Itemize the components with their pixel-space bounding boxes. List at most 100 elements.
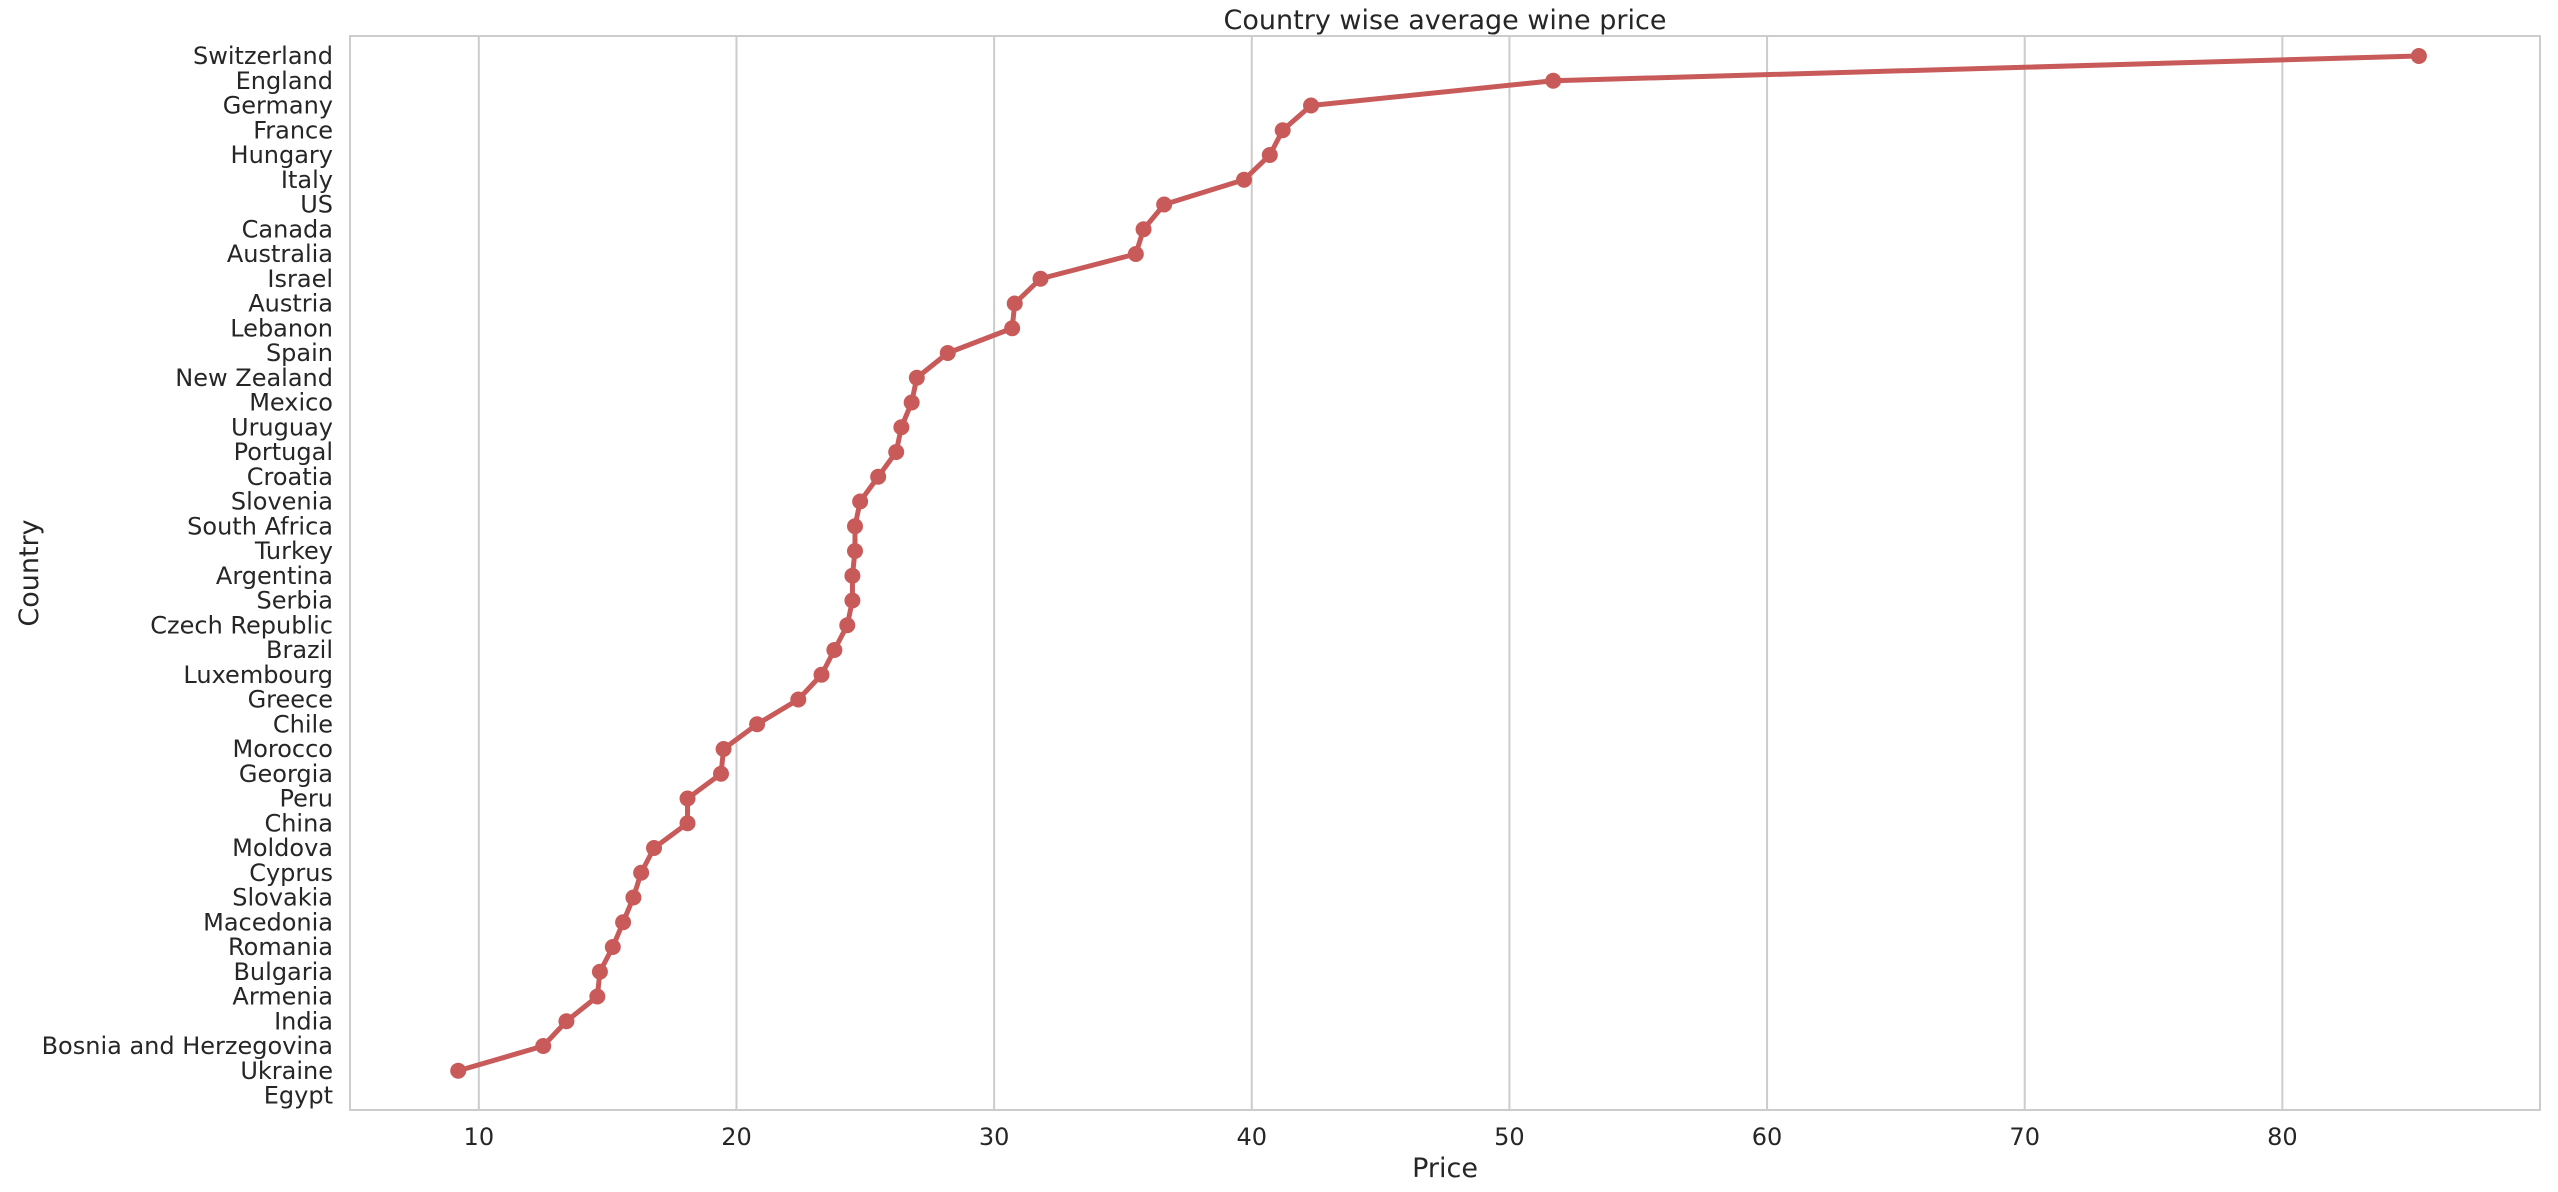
data-point [633,864,650,881]
y-tick-label: Australia [227,240,333,268]
y-tick-label: Armenia [232,983,333,1011]
y-axis-label: Country [14,519,45,626]
data-point [908,369,925,386]
data-point [604,939,621,955]
y-tick-label: Mexico [249,389,333,417]
y-tick-label: Ukraine [240,1057,333,1085]
y-tick-label: New Zealand [175,364,333,392]
data-point [1135,221,1152,238]
data-point [846,543,863,559]
chart-title: Country wise average wine price [1224,5,1667,36]
data-point [844,592,861,609]
y-tick-label: US [300,191,333,219]
x-tick-label: 80 [2267,1123,2298,1151]
y-tick-label: Morocco [233,735,334,763]
y-tick-label: China [264,809,333,837]
y-tick-label: Italy [281,166,333,194]
y-tick-labels: SwitzerlandEnglandGermanyFranceHungaryIt… [42,42,333,1110]
data-point [903,394,920,411]
data-point [591,963,608,980]
y-tick-label: Uruguay [231,413,333,441]
data-point [839,617,856,634]
x-axis-label: Price [1412,1153,1478,1184]
data-point [713,765,730,782]
y-tick-label: Luxembourg [183,661,333,689]
x-tick-label: 40 [1236,1123,1267,1151]
data-point [939,345,956,361]
data-point [852,493,869,510]
y-tick-label: Hungary [231,141,333,169]
data-point [625,889,642,906]
y-tick-label: Romania [228,933,333,961]
gridlines [477,36,2284,1110]
data-point [1004,320,1021,337]
y-tick-label: Peru [280,785,333,813]
data-point [615,914,632,931]
y-tick-label: Chile [273,710,333,738]
y-tick-label: Serbia [257,587,333,615]
y-tick-label: Greece [248,686,333,714]
x-tick-label: 50 [1494,1123,1525,1151]
data-point [1274,122,1291,139]
y-tick-label: Bosnia and Herzegovina [42,1032,333,1060]
y-tick-label: Bulgaria [233,958,333,986]
y-tick-label: Lebanon [230,314,333,342]
data-point [813,666,830,683]
y-tick-label: Switzerland [193,42,333,70]
x-tick-label: 30 [979,1123,1010,1151]
data-point [1545,72,1562,89]
y-tick-label: Germany [223,92,333,120]
y-tick-label: Slovakia [232,884,333,912]
y-tick-label: England [236,67,333,95]
x-tick-label: 10 [464,1123,495,1151]
y-tick-label: Argentina [216,562,333,590]
data-point [749,716,766,733]
price-series [450,48,2427,1079]
y-tick-label: Turkey [254,537,333,565]
y-tick-label: Israel [267,265,333,293]
y-tick-label: Moldova [232,834,333,862]
y-tick-label: Macedonia [203,908,333,936]
y-tick-label: Czech Republic [150,611,333,639]
data-point [790,691,807,708]
data-point [679,815,696,832]
x-tick-labels: 10 20 30 40 50 60 70 80 [464,1123,2298,1151]
y-tick-label: South Africa [187,512,333,540]
data-point [1127,246,1144,262]
data-point [679,790,696,807]
x-tick-label: 70 [2009,1123,2040,1151]
data-point [1261,147,1278,163]
y-tick-label: Slovenia [231,488,333,516]
data-point [1032,270,1049,287]
x-tick-label: 20 [721,1123,752,1151]
data-point [535,1038,552,1054]
data-point [844,567,861,584]
y-tick-label: Portugal [234,438,333,466]
data-point [1006,295,1023,312]
data-point [1303,97,1320,114]
y-tick-label: India [274,1007,333,1035]
data-point [715,741,732,757]
data-point [893,419,910,436]
y-tick-label: Cyprus [249,859,333,887]
plot-frame [349,35,2541,1111]
y-tick-label: Georgia [239,760,333,788]
y-tick-label: France [253,116,333,144]
data-point [1236,171,1253,188]
x-tick-label: 60 [1752,1123,1783,1151]
y-tick-label: Croatia [247,463,333,491]
data-point [558,1013,575,1030]
data-point [846,518,863,535]
y-tick-label: Austria [248,290,333,318]
data-point [589,988,606,1005]
data-point [450,1062,467,1079]
y-tick-label: Canada [242,215,333,243]
y-tick-label: Brazil [266,636,333,664]
y-tick-label: Egypt [264,1082,333,1110]
data-point [826,642,843,658]
data-point [2410,48,2427,64]
y-tick-label: Spain [266,339,333,367]
data-point [1156,196,1173,213]
